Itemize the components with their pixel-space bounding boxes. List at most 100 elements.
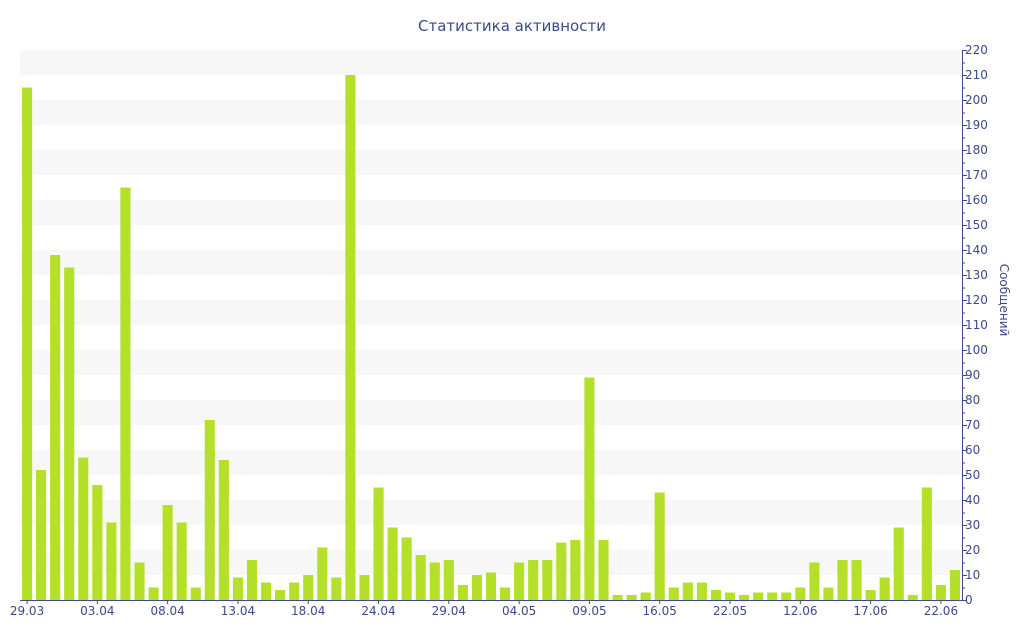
y-tick-label: 180: [965, 143, 988, 157]
bar[interactable]: [893, 527, 904, 601]
bar[interactable]: [528, 560, 539, 600]
bar[interactable]: [148, 587, 159, 601]
x-axis: 29.03 03.04 08.04 13.04 18.04 24.04 29.04 04.05…: [10, 600, 962, 618]
bar[interactable]: [387, 527, 398, 601]
y-tick-label: 20: [965, 543, 980, 557]
grid-band: [20, 550, 962, 575]
grid-band: [20, 300, 962, 325]
bar[interactable]: [823, 587, 834, 601]
bar[interactable]: [739, 595, 750, 600]
bar[interactable]: [443, 560, 454, 600]
bar[interactable]: [584, 377, 595, 601]
bar[interactable]: [218, 460, 229, 600]
bar[interactable]: [134, 562, 145, 601]
bar[interactable]: [837, 560, 848, 600]
bar[interactable]: [626, 595, 637, 600]
bar[interactable]: [36, 470, 47, 600]
bar[interactable]: [556, 542, 567, 601]
bar[interactable]: [710, 590, 722, 600]
y-axis: 0 10 20 30 40 50 60 70 80 90 100 110 120 130 140 150 160…: [962, 43, 988, 607]
y-tick-label: 0: [965, 593, 973, 607]
bar[interactable]: [907, 595, 918, 600]
grid-bands: [20, 50, 962, 575]
bar[interactable]: [415, 555, 426, 600]
bar[interactable]: [50, 255, 61, 600]
grid-band: [20, 400, 962, 425]
bar[interactable]: [106, 522, 117, 601]
bar[interactable]: [781, 592, 792, 601]
bar[interactable]: [879, 577, 890, 601]
bar[interactable]: [654, 492, 665, 601]
bar[interactable]: [162, 505, 173, 600]
bar[interactable]: [345, 75, 356, 600]
bar[interactable]: [865, 590, 876, 600]
x-tick-label: 22.06: [924, 604, 958, 618]
bar[interactable]: [359, 575, 370, 600]
bar[interactable]: [260, 582, 272, 601]
bar[interactable]: [514, 562, 525, 601]
bar[interactable]: [851, 560, 862, 600]
grid-band: [20, 350, 962, 375]
bar[interactable]: [542, 560, 553, 600]
bar[interactable]: [275, 590, 286, 600]
bar[interactable]: [317, 547, 328, 601]
bar[interactable]: [640, 592, 651, 601]
bar[interactable]: [303, 575, 314, 600]
bar[interactable]: [120, 187, 131, 601]
bar[interactable]: [570, 540, 581, 600]
bar[interactable]: [176, 522, 187, 601]
y-axis-label: Сообщений: [997, 264, 1011, 337]
bar[interactable]: [429, 562, 440, 601]
bar[interactable]: [724, 592, 736, 601]
bar[interactable]: [499, 587, 511, 601]
grid-band: [20, 150, 962, 175]
bar[interactable]: [401, 537, 412, 601]
y-tick-label: 130: [965, 268, 988, 282]
y-tick-label: 50: [965, 468, 980, 482]
bar[interactable]: [668, 587, 679, 601]
y-tick-label: 170: [965, 168, 988, 182]
bar[interactable]: [204, 420, 215, 600]
y-tick-label: 100: [965, 343, 988, 357]
bar[interactable]: [21, 87, 33, 601]
y-tick-label: 70: [965, 418, 980, 432]
grid-band: [20, 250, 962, 275]
grid-band: [20, 200, 962, 225]
x-tick-label: 13.04: [221, 604, 255, 618]
y-tick-label: 10: [965, 568, 980, 582]
grid-band: [20, 450, 962, 475]
y-tick-label: 120: [965, 293, 988, 307]
y-tick-label: 190: [965, 118, 988, 132]
bar[interactable]: [795, 587, 806, 601]
bar[interactable]: [612, 595, 623, 600]
grid-band: [20, 500, 962, 525]
bar[interactable]: [246, 560, 258, 600]
y-tick-label: 80: [965, 393, 980, 407]
bar[interactable]: [232, 577, 243, 601]
grid-band: [20, 100, 962, 125]
bar[interactable]: [696, 582, 707, 601]
bar[interactable]: [190, 587, 201, 601]
y-tick-label: 60: [965, 443, 980, 457]
bar[interactable]: [92, 485, 103, 600]
bar[interactable]: [289, 582, 300, 601]
grid-band: [20, 50, 962, 75]
bar[interactable]: [682, 582, 693, 601]
bar[interactable]: [949, 570, 961, 600]
bar[interactable]: [598, 540, 609, 600]
bar[interactable]: [767, 592, 778, 601]
bar[interactable]: [331, 577, 342, 601]
bar[interactable]: [457, 585, 468, 600]
bar[interactable]: [921, 487, 932, 601]
bar[interactable]: [753, 592, 764, 601]
x-tick-label: 04.05: [502, 604, 536, 618]
bar[interactable]: [471, 575, 483, 600]
bar[interactable]: [64, 267, 75, 601]
bar[interactable]: [809, 562, 820, 601]
bar[interactable]: [78, 457, 89, 601]
x-tick-label: 08.04: [150, 604, 184, 618]
bar[interactable]: [935, 585, 946, 600]
bar[interactable]: [373, 487, 384, 601]
bar[interactable]: [485, 572, 497, 601]
